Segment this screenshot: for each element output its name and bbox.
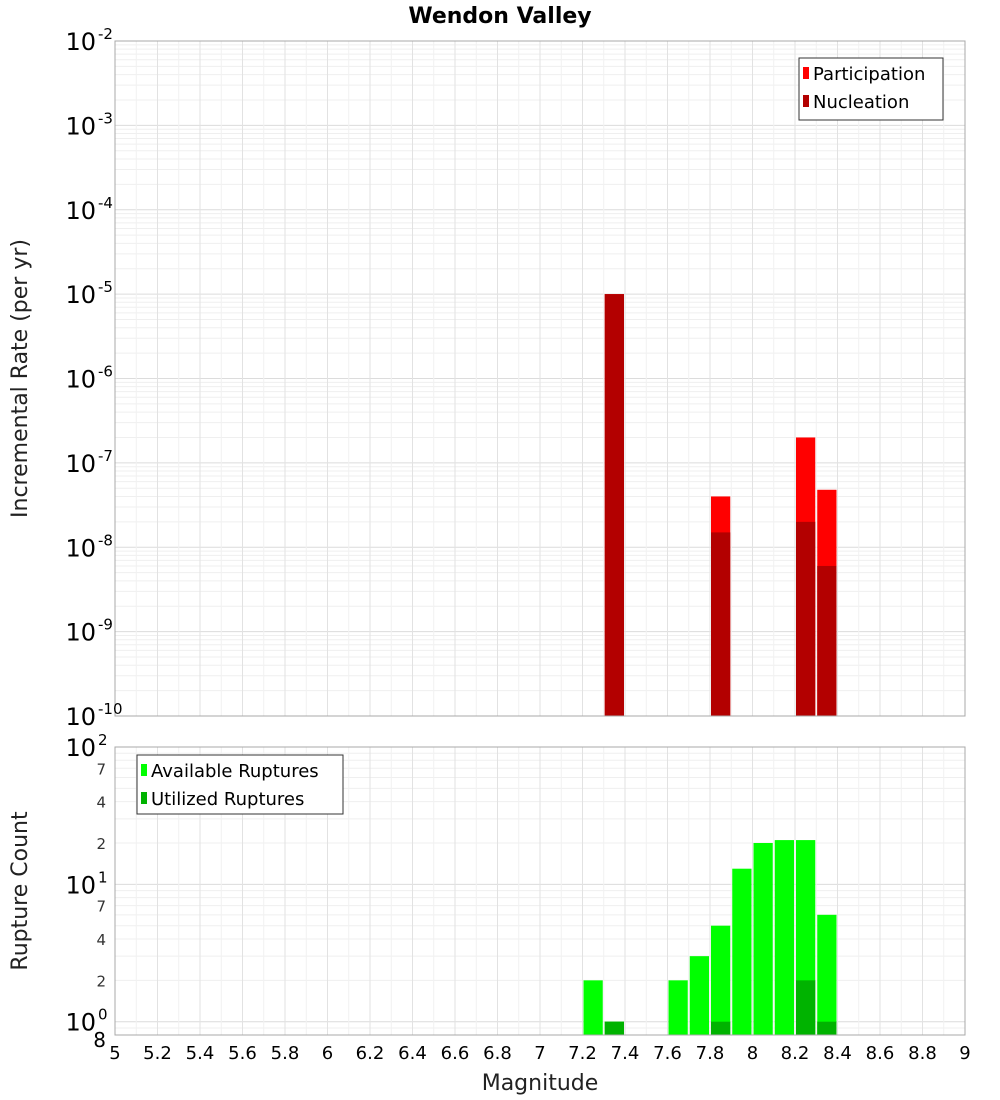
y-axis-label: Rupture Count bbox=[8, 811, 33, 971]
bar-available-ruptures bbox=[711, 925, 731, 1035]
legend-swatch bbox=[141, 764, 147, 776]
x-tick-label: 5.4 bbox=[186, 1043, 215, 1064]
y-minor-tick-label: 4 bbox=[96, 794, 106, 812]
legend-box bbox=[798, 57, 944, 121]
bar-utilized-ruptures bbox=[604, 1021, 624, 1035]
legend: Participation Nucleation bbox=[798, 57, 944, 121]
y-tick-label: 10 bbox=[65, 871, 96, 899]
bar-nucleation bbox=[796, 521, 816, 716]
x-tick-label: 6.6 bbox=[441, 1043, 470, 1064]
y-tick-label: 10 bbox=[65, 734, 96, 762]
x-axis-label: Magnitude bbox=[482, 1071, 599, 1096]
x-tick-label: 9 bbox=[959, 1043, 970, 1064]
bar-available-ruptures bbox=[774, 840, 794, 1035]
chart-title: Wendon Valley bbox=[408, 4, 591, 29]
y-minor-tick-label: 4 bbox=[96, 931, 106, 949]
y-minor-tick-label: 2 bbox=[96, 835, 106, 853]
x-tick-label: 6.2 bbox=[356, 1043, 385, 1064]
y-tick-exponent: -10 bbox=[98, 700, 123, 718]
x-tick-labels: 5 5.2 5.4 5.6 5.8 6 6.2 6.4 6.6 6.8 7 7.2 7.4 7.6 7.8 8… bbox=[109, 1043, 970, 1064]
bar-available-ruptures bbox=[583, 980, 603, 1035]
y-minor-tick-label: 8 bbox=[93, 1028, 106, 1052]
bar-available-ruptures bbox=[817, 914, 837, 1035]
y-tick-label: 10 bbox=[65, 1009, 96, 1037]
y-tick-label: 10 bbox=[65, 534, 96, 562]
grid-lines bbox=[114, 41, 966, 717]
x-tick-label: 7.4 bbox=[611, 1043, 640, 1064]
y-tick-exponent: 1 bbox=[98, 868, 108, 886]
legend-swatch bbox=[803, 67, 809, 79]
bar-utilized-ruptures bbox=[796, 980, 816, 1035]
bar-available-ruptures bbox=[668, 980, 688, 1035]
bar-layer bbox=[583, 840, 837, 1035]
x-tick-label: 7.6 bbox=[653, 1043, 682, 1064]
x-tick-label: 5.6 bbox=[228, 1043, 257, 1064]
x-tick-label: 7 bbox=[534, 1043, 545, 1064]
y-tick-exponent: -6 bbox=[98, 363, 113, 381]
x-tick-label: 5.2 bbox=[143, 1043, 172, 1064]
legend-box bbox=[136, 754, 344, 815]
y-tick-label: 10 bbox=[65, 281, 96, 309]
bar-nucleation bbox=[711, 532, 731, 716]
y-tick-exponent: -4 bbox=[98, 194, 113, 212]
bar-utilized-ruptures bbox=[711, 1021, 731, 1035]
y-tick-exponent: -3 bbox=[98, 109, 113, 127]
x-tick-label: 8.8 bbox=[908, 1043, 937, 1064]
y-tick-exponent: -7 bbox=[98, 447, 113, 465]
bar-layer bbox=[604, 294, 837, 716]
y-tick-label: 10 bbox=[65, 703, 96, 731]
y-minor-tick-label: 7 bbox=[96, 760, 106, 778]
legend-label: Nucleation bbox=[813, 92, 909, 113]
legend-label: Utilized Ruptures bbox=[151, 789, 304, 810]
x-tick-label: 8 bbox=[747, 1043, 758, 1064]
y-tick-label: 10 bbox=[65, 450, 96, 478]
y-minor-tick-label: 7 bbox=[96, 898, 106, 916]
bar-utilized-ruptures bbox=[817, 1021, 837, 1035]
bar-nucleation bbox=[604, 294, 624, 716]
y-tick-label: 10 bbox=[65, 619, 96, 647]
x-tick-label: 7.2 bbox=[568, 1043, 597, 1064]
legend-label: Available Ruptures bbox=[151, 761, 319, 782]
plot-frame bbox=[114, 746, 966, 1036]
y-tick-exponent: -2 bbox=[98, 25, 113, 43]
x-tick-label: 7.8 bbox=[696, 1043, 725, 1064]
y-minor-tick-label: 2 bbox=[96, 972, 106, 990]
legend: Available Ruptures Utilized Ruptures bbox=[136, 754, 344, 815]
bar-nucleation bbox=[817, 565, 837, 716]
x-tick-label: 6.4 bbox=[398, 1043, 427, 1064]
x-tick-label: 8.2 bbox=[781, 1043, 810, 1064]
legend-swatch bbox=[803, 95, 809, 107]
bar-available-ruptures bbox=[732, 868, 752, 1035]
y-tick-label: 10 bbox=[65, 197, 96, 225]
bar-available-ruptures bbox=[753, 843, 773, 1035]
y-tick-exponent: 2 bbox=[98, 731, 108, 749]
plot-frame bbox=[114, 40, 966, 717]
x-tick-label: 5.8 bbox=[271, 1043, 300, 1064]
legend-swatch bbox=[141, 792, 147, 804]
y-tick-exponent: -9 bbox=[98, 616, 113, 634]
x-tick-label: 6 bbox=[322, 1043, 333, 1064]
y-tick-exponent: -5 bbox=[98, 278, 113, 296]
x-tick-label: 8.4 bbox=[823, 1043, 852, 1064]
y-tick-exponent: 0 bbox=[98, 1006, 108, 1024]
y-tick-exponent: -8 bbox=[98, 531, 113, 549]
y-tick-label: 10 bbox=[65, 28, 96, 56]
bar-available-ruptures bbox=[689, 956, 709, 1035]
x-tick-label: 6.8 bbox=[483, 1043, 512, 1064]
x-tick-label: 8.6 bbox=[866, 1043, 895, 1064]
y-tick-label: 10 bbox=[65, 366, 96, 394]
x-tick-label: 5 bbox=[109, 1043, 120, 1064]
y-axis-label: Incremental Rate (per yr) bbox=[8, 239, 33, 518]
legend-label: Participation bbox=[813, 64, 925, 85]
y-tick-label: 10 bbox=[65, 112, 96, 140]
